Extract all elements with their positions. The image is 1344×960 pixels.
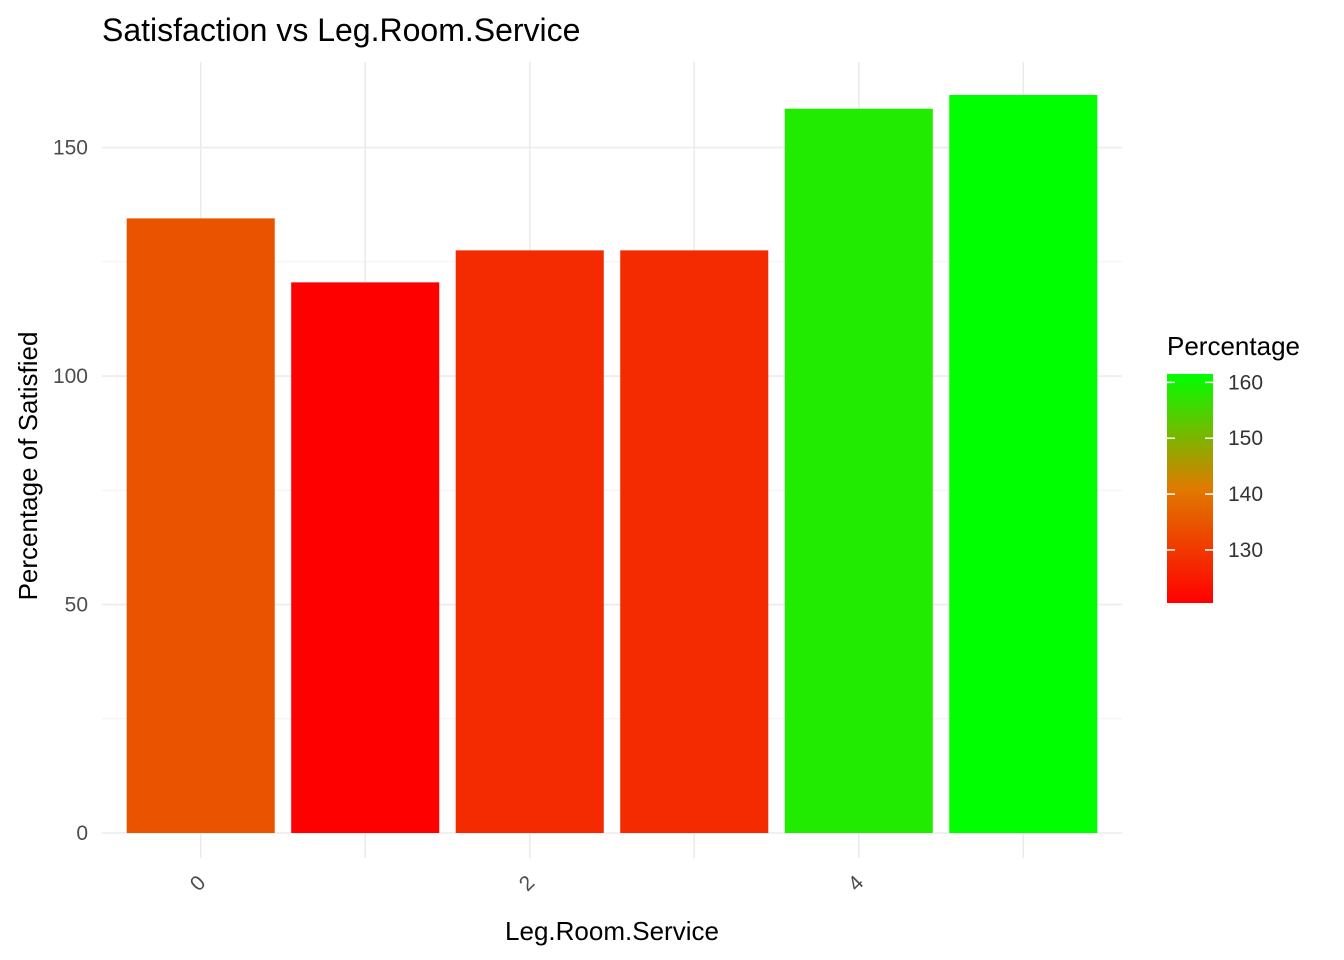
legend-ticks: 130 140 150 160 bbox=[1167, 371, 1263, 562]
y-axis-ticks: 0 50 100 150 bbox=[53, 137, 88, 845]
y-axis-title: Percentage of Satisfied bbox=[13, 332, 43, 601]
bar-0 bbox=[126, 218, 275, 834]
x-tick-label: 0 bbox=[186, 871, 211, 896]
legend-tick-label: 140 bbox=[1228, 483, 1263, 506]
y-tick-label: 100 bbox=[53, 365, 88, 388]
legend-tick-label: 130 bbox=[1228, 539, 1263, 562]
bars bbox=[126, 94, 1098, 834]
y-tick-label: 0 bbox=[76, 822, 88, 845]
chart-title: Satisfaction vs Leg.Room.Service bbox=[102, 12, 580, 48]
bar-4 bbox=[784, 108, 933, 834]
x-axis-ticks: 0 2 4 bbox=[186, 871, 869, 896]
bar-3 bbox=[620, 250, 769, 833]
x-axis-title: Leg.Room.Service bbox=[505, 916, 719, 946]
x-tick-label: 2 bbox=[515, 871, 540, 896]
legend-tick-label: 160 bbox=[1228, 371, 1263, 394]
legend-colorbar bbox=[1167, 374, 1213, 603]
bar-1 bbox=[291, 282, 440, 833]
x-tick-label: 4 bbox=[844, 871, 869, 896]
bar-5 bbox=[949, 94, 1098, 833]
bar-2 bbox=[455, 250, 604, 833]
legend-title: Percentage bbox=[1167, 331, 1300, 361]
legend: Percentage 130 140 150 160 bbox=[1167, 331, 1300, 603]
y-tick-label: 150 bbox=[53, 137, 88, 160]
y-tick-label: 50 bbox=[65, 594, 88, 617]
legend-tick-label: 150 bbox=[1228, 427, 1263, 450]
